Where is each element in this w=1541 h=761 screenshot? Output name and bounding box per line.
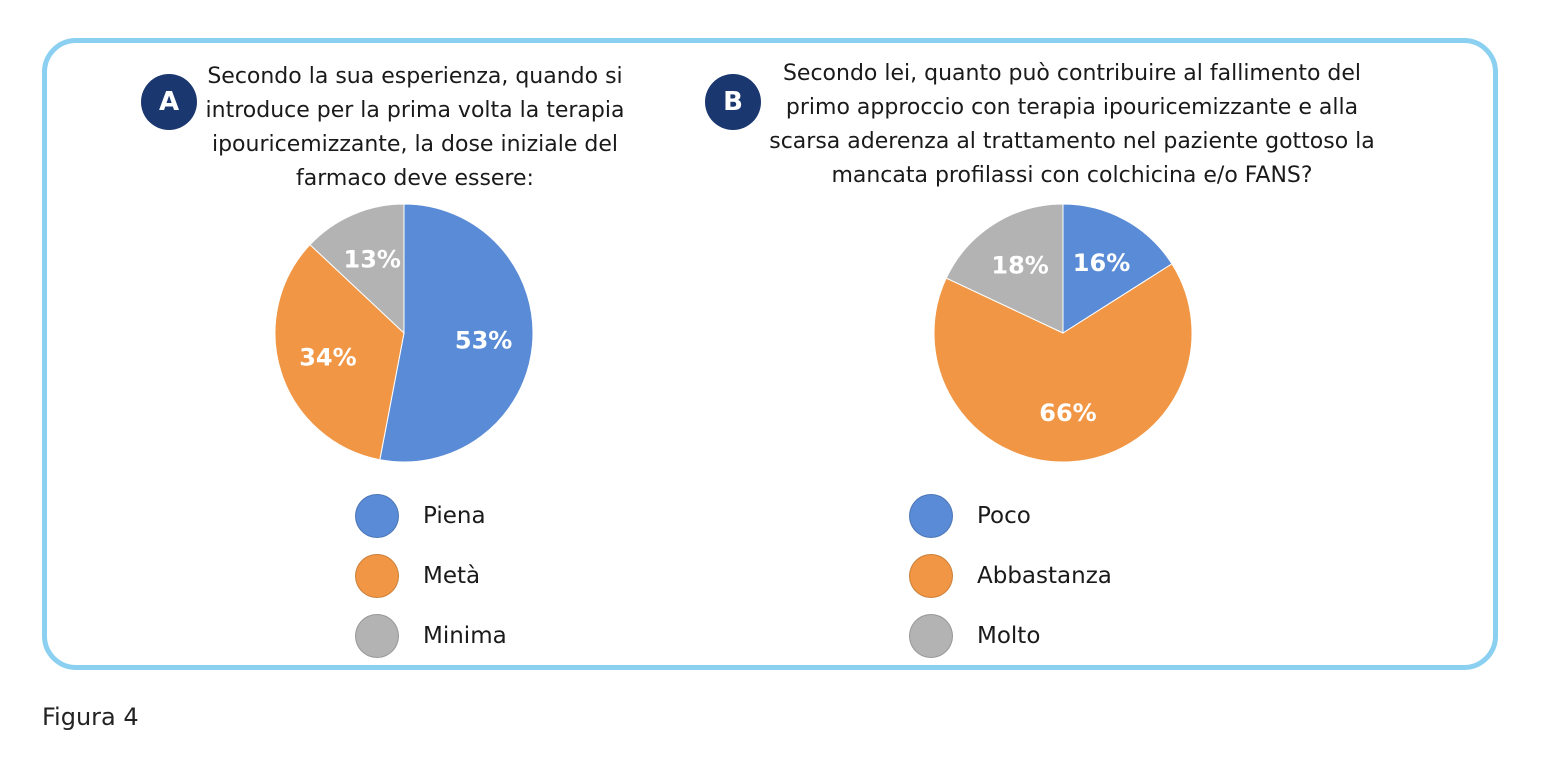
pie-data-label: 13% xyxy=(344,246,401,274)
legend-label: Piena xyxy=(423,503,486,529)
legend-label: Minima xyxy=(423,623,507,649)
panel-b-question: Secondo lei, quanto può contribuire al f… xyxy=(752,57,1392,193)
pie-slice-met xyxy=(274,243,405,461)
pie-data-label: 16% xyxy=(1073,249,1130,277)
pie-data-label: 34% xyxy=(299,344,356,372)
legend-label: Poco xyxy=(977,503,1031,529)
question-line: ipouricemizzante, la dose iniziale del xyxy=(211,132,619,157)
legend-item: Molto xyxy=(909,606,1112,666)
panel-b-badge: B xyxy=(705,74,761,130)
legend-label: Metà xyxy=(423,563,481,589)
legend-item: Minima xyxy=(355,606,507,666)
pie-data-label: 66% xyxy=(1039,399,1096,427)
pie-slice-abbastanza xyxy=(933,263,1193,463)
pie-slice-minima xyxy=(309,203,405,335)
panel-a-badge: A xyxy=(141,74,197,130)
panel-a-question: Secondo la sua esperienza, quando si int… xyxy=(190,60,640,196)
legend-item: Poco xyxy=(909,486,1112,546)
pie-slice-poco xyxy=(1062,203,1173,334)
legend-swatch-orange xyxy=(909,554,953,598)
legend-swatch-blue xyxy=(909,494,953,538)
legend-b: Poco Abbastanza Molto xyxy=(909,486,1112,666)
question-line: Secondo la sua esperienza, quando si xyxy=(207,64,623,89)
figure-frame xyxy=(42,38,1498,670)
legend-swatch-orange xyxy=(355,554,399,598)
legend-item: Metà xyxy=(355,546,507,606)
legend-item: Abbastanza xyxy=(909,546,1112,606)
pie-chart-b: 16% 66% 18% xyxy=(933,203,1193,463)
question-line: mancata profilassi con colchicina e/o FA… xyxy=(831,163,1313,188)
legend-swatch-gray xyxy=(909,614,953,658)
legend-label: Abbastanza xyxy=(977,563,1112,589)
pie-chart-a: 53% 34% 13% xyxy=(274,203,534,463)
pie-slice-molto xyxy=(945,203,1064,334)
legend-item: Piena xyxy=(355,486,507,546)
question-line: farmaco deve essere: xyxy=(296,166,534,191)
question-line: Secondo lei, quanto può contribuire al f… xyxy=(782,61,1362,86)
legend-a: Piena Metà Minima xyxy=(355,486,507,666)
pie-data-label: 53% xyxy=(455,327,512,355)
question-line: introduce per la prima volta la terapia xyxy=(205,98,625,123)
pie-slice-piena xyxy=(379,203,534,463)
legend-swatch-gray xyxy=(355,614,399,658)
pie-data-label: 18% xyxy=(991,251,1048,279)
question-line: primo approccio con terapia ipouricemizz… xyxy=(785,95,1359,120)
legend-swatch-blue xyxy=(355,494,399,538)
question-line: scarsa aderenza al trattamento nel pazie… xyxy=(769,129,1375,154)
figure-caption: Figura 4 xyxy=(42,703,139,731)
legend-label: Molto xyxy=(977,623,1041,649)
